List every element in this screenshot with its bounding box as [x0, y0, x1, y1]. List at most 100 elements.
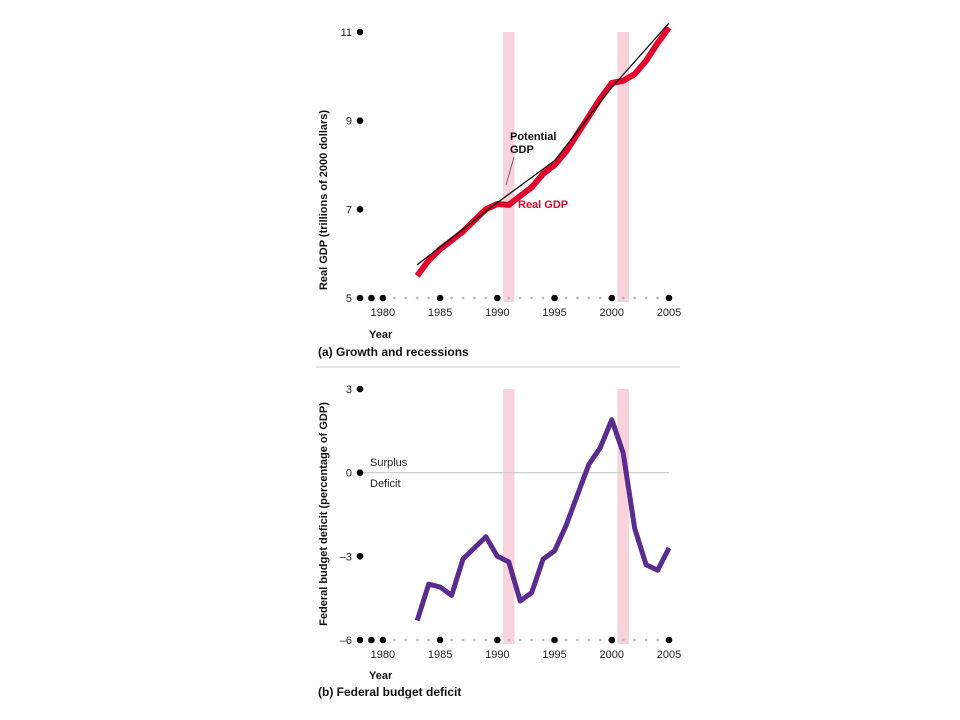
x-tick-dot: [436, 636, 444, 644]
axis-dot: [621, 296, 625, 300]
x-tick-label: 1980: [371, 649, 395, 661]
annotation-surplus: Surplus: [370, 457, 408, 469]
x-tick-label: 1990: [485, 649, 509, 661]
annotation-real-gdp: Real GDP: [518, 199, 568, 211]
y-tick-label: 3: [346, 384, 352, 396]
axis-dot: [633, 296, 637, 300]
y-tick-dot: [356, 117, 364, 124]
x-tick-dot: [608, 636, 616, 644]
axis-dot: [484, 296, 488, 300]
x-tick-dot: [608, 294, 616, 302]
recession-band: [617, 32, 629, 302]
axis-dot: [427, 296, 431, 300]
x-axis-label: Year: [369, 670, 393, 682]
axis-dot: [633, 638, 637, 642]
x-axis-ticks: 1980 1985 1990 1995 2000 2005: [371, 294, 681, 319]
axis-dot: [576, 638, 579, 642]
recession-band: [503, 389, 515, 644]
axis-dot: [450, 638, 453, 642]
x-tick-dot: [494, 294, 501, 302]
x-tick-label: 1995: [542, 649, 566, 661]
panel-caption: (b) Federal budget deficit: [318, 685, 461, 699]
y-tick-label: 9: [346, 116, 352, 128]
x-tick-dot: [436, 294, 444, 302]
axis-dot: [368, 294, 375, 302]
x-tick-label: 2005: [657, 649, 681, 661]
y-axis-label: Real GDP (trillions of 2000 dollars): [318, 110, 330, 290]
recession-bands: [503, 32, 629, 302]
x-axis-dots: [368, 294, 659, 302]
y-tick-dot: [356, 636, 364, 644]
x-tick-label: 1980: [371, 307, 395, 319]
x-tick-label: 2000: [600, 307, 624, 319]
y-tick-dot: [356, 385, 364, 393]
x-tick-label: 1995: [542, 307, 566, 319]
y-tick-dot: [356, 206, 364, 213]
y-tick-dot: [356, 469, 364, 476]
panel-budget-deficit: –6 –3 0 3 1980 1985 1990 1995 2000 2005 Federal …: [318, 384, 681, 699]
x-tick-dot: [665, 636, 673, 644]
y-tick-label: –3: [340, 551, 352, 563]
axis-dot: [415, 638, 419, 642]
y-tick-label: –6: [340, 635, 352, 647]
axis-dot: [564, 638, 568, 642]
annotation-leader-line: [505, 156, 515, 186]
x-tick-dot: [494, 636, 501, 644]
annotation-deficit: Deficit: [370, 478, 401, 490]
axis-dot: [404, 296, 408, 300]
x-axis-ticks: 1980 1985 1990 1995 2000 2005: [371, 636, 681, 661]
axis-dot: [656, 296, 659, 300]
axis-dot: [484, 638, 488, 642]
series-line-potential-gdp: [416, 22, 670, 266]
axis-dot: [461, 296, 465, 300]
axis-dot: [461, 638, 465, 642]
x-tick-dot: [379, 636, 387, 644]
axis-dot: [415, 296, 419, 300]
x-axis-label: Year: [369, 329, 393, 341]
axis-dot: [392, 638, 396, 642]
axis-dot: [368, 636, 375, 644]
annotation-potential-gdp: Potential GDP: [510, 131, 560, 156]
y-tick-label: 7: [346, 204, 352, 216]
axis-dot: [518, 638, 522, 642]
axis-dot: [621, 638, 625, 642]
x-tick-label: 2005: [657, 307, 681, 319]
axis-dot: [530, 638, 534, 642]
x-tick-label: 2000: [600, 649, 624, 661]
axis-dot: [518, 296, 522, 300]
series-line-real-gdp: [414, 25, 672, 278]
axis-dot: [576, 296, 579, 300]
series-lines: [414, 22, 672, 278]
axis-dot: [427, 638, 431, 642]
x-tick-label: 1985: [428, 307, 452, 319]
recession-band: [503, 32, 515, 302]
axis-dot: [598, 638, 602, 642]
y-axis-label: Federal budget deficit (percentage of GD…: [318, 402, 330, 626]
axis-dot: [404, 638, 408, 642]
axis-dot: [644, 638, 648, 642]
series-lines: [414, 417, 672, 622]
x-tick-dot: [665, 294, 673, 302]
x-axis-dots: [368, 636, 659, 644]
axis-dot: [644, 296, 648, 300]
axis-dot: [473, 638, 476, 642]
x-tick-dot: [551, 636, 558, 644]
x-tick-label: 1985: [428, 649, 452, 661]
y-axis-ticks: 5 7 9 11: [341, 27, 364, 305]
y-tick-label: 11: [341, 27, 352, 39]
y-tick-dot: [356, 28, 364, 36]
y-tick-label: 5: [346, 293, 352, 305]
axis-dot: [564, 296, 568, 300]
axis-dot: [541, 296, 545, 300]
axis-dot: [473, 296, 476, 300]
y-axis-ticks: –6 –3 0 3: [340, 384, 364, 647]
panel-growth-recessions: 5 7 9 11 1980 1985 1990 1995 2000 2005 Real GDP …: [318, 22, 681, 359]
axis-dot: [507, 638, 511, 642]
x-tick-label: 1990: [485, 307, 509, 319]
panel-caption: (a) Growth and recessions: [318, 345, 469, 359]
axis-dot: [541, 638, 545, 642]
y-tick-label: 0: [346, 468, 352, 480]
recession-band: [617, 389, 629, 644]
recession-bands: [503, 389, 629, 644]
